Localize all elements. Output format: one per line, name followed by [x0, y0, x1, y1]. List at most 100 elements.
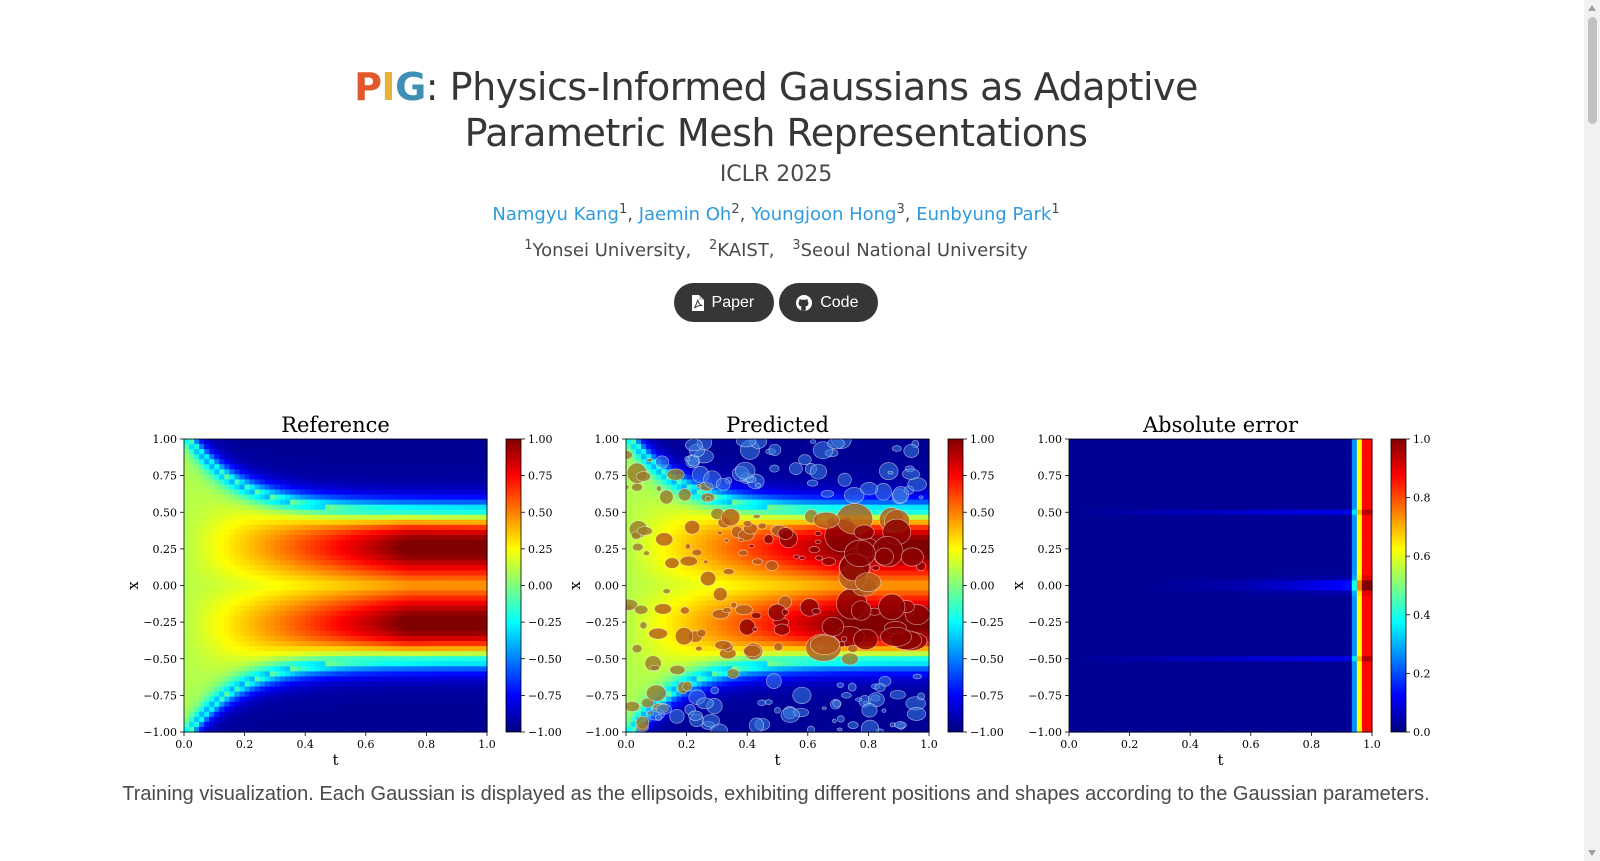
heatmap-cell — [274, 726, 281, 733]
heatmap-cell — [370, 661, 377, 667]
heatmap-cell — [476, 560, 483, 566]
heatmap-cell — [325, 636, 332, 642]
heatmap-cell — [466, 691, 473, 698]
heatmap-cell — [426, 474, 433, 481]
heatmap-cell — [305, 479, 311, 486]
heatmap-cell — [416, 580, 422, 587]
heatmap-cell — [345, 681, 352, 688]
heatmap-cell — [666, 726, 673, 733]
heatmap-cell — [380, 600, 387, 607]
heatmap-cell — [727, 489, 733, 496]
heatmap-cell — [671, 661, 678, 667]
heatmap-cell — [706, 595, 713, 602]
heatmap-cell — [370, 610, 377, 617]
heatmap-cell — [431, 519, 438, 526]
heatmap-cell — [421, 676, 427, 683]
heatmap-cell — [184, 691, 190, 698]
heatmap-cell — [646, 514, 652, 521]
heatmap-cell — [436, 625, 443, 632]
heatmap-cell — [446, 439, 453, 445]
heatmap-cell — [295, 651, 301, 657]
heatmap-cell — [365, 701, 372, 708]
heatmap-cell — [254, 696, 261, 703]
author-link-oh[interactable]: Jaemin Oh — [638, 204, 732, 225]
heatmap-cell — [264, 681, 271, 688]
heatmap-cell — [350, 646, 357, 652]
heatmap-cell — [661, 575, 667, 582]
heatmap-cell — [471, 454, 478, 460]
heatmap-cell — [626, 555, 632, 561]
heatmap-cell — [441, 459, 448, 465]
code-button[interactable]: Code — [779, 283, 879, 322]
heatmap-cell — [320, 706, 326, 713]
heatmap-cell — [651, 560, 657, 566]
author-link-kang[interactable]: Namgyu Kang — [492, 204, 619, 225]
heatmap-cell — [249, 625, 256, 632]
heatmap-cell — [406, 726, 412, 733]
heatmap-cell — [727, 625, 733, 632]
heatmap-cell — [626, 615, 632, 622]
heatmap-cell — [421, 570, 427, 576]
heatmap-cell — [401, 575, 407, 582]
heatmap-cell — [234, 524, 241, 531]
paper-button[interactable]: Paper — [673, 283, 775, 322]
heatmap-cell — [426, 489, 433, 496]
heatmap-cell — [426, 529, 433, 536]
heatmap-cell — [229, 555, 236, 561]
heatmap-cell — [300, 661, 306, 667]
heatmap-cell — [426, 464, 433, 470]
y-axis-label: x — [124, 581, 142, 590]
heatmap-cell — [244, 610, 251, 617]
heatmap-cell — [340, 676, 347, 683]
heatmap-cell — [436, 580, 443, 587]
heatmap-cell — [335, 701, 342, 708]
heatmap-cell — [229, 671, 236, 678]
heatmap-cell — [249, 615, 256, 622]
heatmap-cell — [274, 595, 281, 602]
heatmap-cell — [204, 721, 210, 728]
heatmap-cell — [401, 514, 407, 521]
heatmap-cell — [219, 671, 225, 678]
author-link-park[interactable]: Eunbyung Park — [916, 204, 1052, 225]
heatmap-cell — [451, 666, 458, 672]
heatmap-cell — [676, 449, 683, 455]
heatmap-cell — [406, 691, 412, 698]
heatmap-cell — [340, 545, 347, 551]
heatmap-cell — [721, 630, 728, 637]
heatmap-cell — [290, 469, 296, 475]
heatmap-cell — [426, 439, 433, 445]
heatmap-cell — [666, 701, 673, 708]
heatmap-cell — [636, 585, 642, 592]
heatmap-cell — [706, 641, 713, 647]
heatmap-cell — [370, 555, 377, 561]
heatmap-cell — [471, 651, 478, 657]
heatmap-cell — [732, 479, 738, 486]
heatmap-cell — [300, 474, 306, 481]
heatmap-cell — [214, 519, 220, 526]
heatmap-cell — [290, 726, 296, 733]
heatmap-cell — [269, 444, 276, 450]
heatmap-cell — [406, 656, 412, 662]
heatmap-cell — [184, 524, 190, 531]
heatmap-cell — [426, 605, 433, 612]
heatmap-cell — [380, 454, 387, 460]
heatmap-cell — [451, 459, 458, 465]
heatmap-cell — [295, 519, 301, 526]
heatmap-cell — [370, 721, 377, 728]
heatmap-cell — [626, 499, 632, 506]
heatmap-cell — [416, 479, 422, 486]
author-link-hong[interactable]: Youngjoon Hong — [751, 204, 897, 225]
heatmap-cell — [279, 545, 286, 551]
heatmap-cell — [305, 499, 311, 506]
heatmap-cell — [295, 464, 301, 470]
heatmap-cell — [666, 514, 673, 521]
heatmap-cell — [441, 595, 448, 602]
heatmap-cell — [721, 449, 728, 455]
heatmap-cell — [345, 444, 352, 450]
heatmap-cell — [651, 646, 657, 652]
heatmap-cell — [199, 600, 205, 607]
heatmap-cell — [239, 666, 246, 672]
heatmap-cell — [279, 504, 286, 511]
heatmap-cell — [330, 651, 337, 657]
heatmap-cell — [360, 600, 367, 607]
